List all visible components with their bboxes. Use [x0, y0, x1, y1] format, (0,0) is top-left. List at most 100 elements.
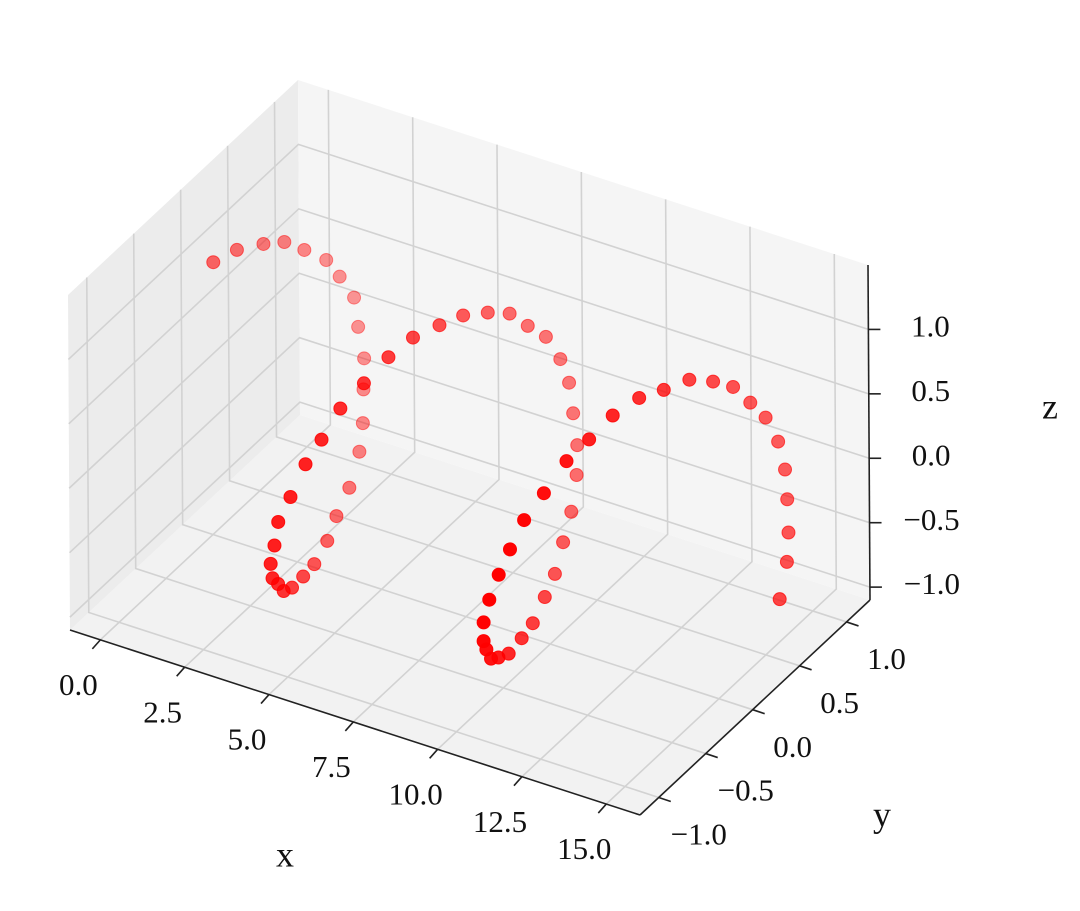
grid-line [132, 233, 706, 755]
y-axis-label: y [873, 794, 891, 834]
point [562, 375, 577, 390]
back-pane [298, 80, 870, 600]
point [564, 504, 579, 519]
point [307, 557, 322, 572]
x-tick-label: 15.0 [557, 831, 611, 866]
grid-line [273, 101, 847, 623]
point [779, 554, 794, 569]
point [559, 454, 574, 469]
point [277, 235, 292, 250]
point [356, 376, 371, 391]
x-tick-label: 5.0 [228, 722, 267, 757]
point [502, 306, 517, 321]
point [656, 382, 671, 397]
z-axis-label: z [1042, 386, 1058, 426]
panes [68, 80, 870, 815]
point [569, 468, 584, 483]
grid-line [68, 272, 870, 489]
point [525, 616, 540, 631]
y-tick-label: −1.0 [671, 817, 727, 852]
point [283, 490, 298, 505]
point [271, 514, 286, 529]
grid-line [521, 226, 753, 778]
point [758, 410, 773, 425]
grid-line [99, 89, 332, 641]
grid-line [67, 143, 869, 361]
tick-mark [846, 621, 859, 627]
grid-line [68, 207, 870, 425]
point [342, 480, 357, 495]
tick-mark [91, 639, 101, 650]
grid [67, 89, 871, 805]
point [355, 416, 370, 431]
point [520, 318, 535, 333]
point [547, 566, 562, 581]
y-axis-line [639, 599, 871, 816]
point [480, 305, 495, 320]
points [206, 235, 796, 666]
left-pane [68, 80, 300, 630]
point [296, 569, 311, 584]
point [502, 542, 517, 557]
point [605, 408, 620, 423]
grid-line [85, 277, 660, 799]
z-tick-label: −1.0 [904, 566, 960, 601]
tick-mark [597, 803, 607, 814]
x-axis-line [69, 629, 641, 816]
point [682, 372, 697, 387]
z-tick-label: −0.5 [903, 502, 959, 537]
point [517, 513, 532, 528]
x-tick-label: 7.5 [312, 749, 351, 784]
grid-line [352, 171, 585, 723]
x-tick-label: 0.0 [59, 667, 98, 702]
tick-mark [658, 796, 672, 803]
tick-mark [176, 666, 186, 677]
z-tick-label: 0.5 [911, 373, 950, 408]
grid-line [69, 401, 871, 618]
point [320, 533, 335, 548]
point [537, 590, 552, 605]
grid-line [605, 254, 838, 805]
grid-line [268, 144, 500, 696]
tick-mark [344, 721, 354, 732]
point [536, 486, 551, 501]
point [476, 634, 491, 649]
x-tick-label: 12.5 [473, 804, 527, 839]
tick-mark [429, 748, 439, 759]
x-axis-label: x [276, 834, 294, 874]
y-tick-label: 0.0 [773, 729, 812, 764]
z-tick-label: 1.0 [911, 309, 950, 344]
point [357, 351, 372, 366]
point [229, 242, 244, 257]
z-axis-line [867, 264, 871, 601]
point [314, 432, 329, 447]
y-tick-label: −0.5 [718, 773, 774, 808]
x-tick-label: 2.5 [143, 694, 182, 729]
point [771, 434, 786, 449]
point [381, 350, 396, 365]
point [456, 308, 471, 323]
point [256, 236, 271, 251]
point [582, 432, 597, 447]
point [432, 318, 447, 333]
point [726, 379, 741, 394]
point [781, 525, 796, 540]
point [332, 269, 347, 284]
point [329, 509, 344, 524]
point [347, 290, 362, 305]
floor-pane [70, 415, 870, 815]
point [263, 556, 278, 571]
point [297, 242, 312, 257]
point [265, 571, 280, 586]
point [743, 395, 758, 410]
grid-line [68, 336, 870, 554]
point [706, 374, 721, 389]
point [553, 352, 568, 367]
point [514, 631, 529, 646]
point [405, 330, 420, 345]
grid-line [437, 199, 669, 750]
point [570, 438, 585, 453]
point [632, 390, 647, 405]
point [556, 535, 571, 550]
